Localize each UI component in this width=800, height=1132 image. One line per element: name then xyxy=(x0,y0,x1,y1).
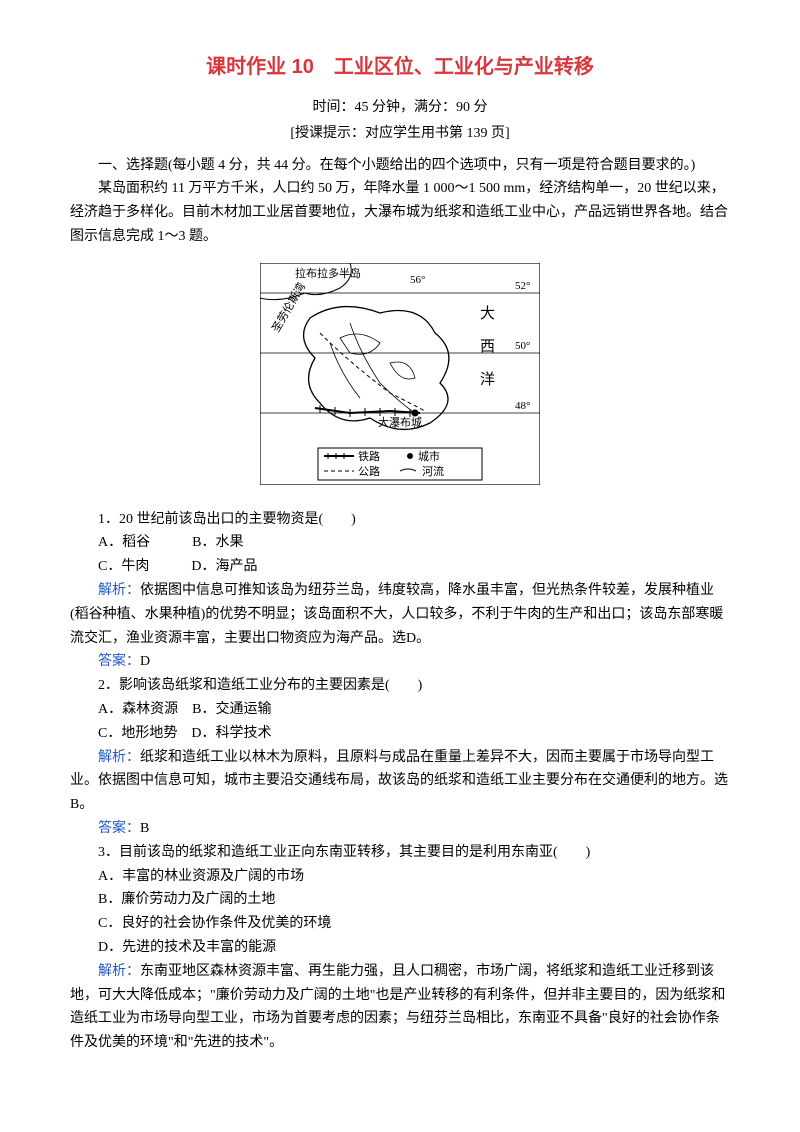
answer-label: 答案： xyxy=(98,654,140,669)
q2-answer-text: B xyxy=(140,821,149,836)
legend-rail: 铁路 xyxy=(358,450,380,463)
label-ocean3: 洋 xyxy=(480,371,495,388)
page-title: 课时作业 10 工业区位、工业化与产业转移 xyxy=(70,50,730,84)
q1-opts1: A．稻谷 B．水果 xyxy=(70,531,730,555)
label-lat56: 56° xyxy=(410,274,425,286)
q3-optD: D．先进的技术及丰富的能源 xyxy=(70,936,730,960)
map-figure: 拉布拉多半岛 56° 52° 50° 48° 圣劳伦斯湾 大 西 洋 大瀑布城 … xyxy=(70,263,730,494)
q1-answer: 答案：D xyxy=(70,650,730,674)
analysis-label: 解析： xyxy=(98,583,140,598)
analysis-label: 解析： xyxy=(98,750,140,765)
teaching-note: [授课提示：对应学生用书第 139 页] xyxy=(70,122,730,146)
legend-road: 公路 xyxy=(358,465,380,478)
q1-answer-text: D xyxy=(140,654,150,669)
analysis-label: 解析： xyxy=(98,964,140,979)
section-heading: 一、选择题(每小题 4 分，共 44 分。在每个小题给出的四个选项中，只有一项是… xyxy=(70,154,730,178)
q2-text: 2．影响该岛纸浆和造纸工业分布的主要因素是( ) xyxy=(70,674,730,698)
answer-label: 答案： xyxy=(98,821,140,836)
q3-analysis: 解析：东南亚地区森林资源丰富、再生能力强，且人口稠密，市场广阔，将纸浆和造纸工业… xyxy=(70,960,730,1055)
legend-city: 城市 xyxy=(418,449,440,463)
q1-analysis-text: 依据图中信息可推知该岛为纽芬兰岛，纬度较高，降水虽丰富，但光热条件较差，发展种植… xyxy=(70,583,723,646)
label-ocean1: 大 xyxy=(480,305,495,322)
q2-analysis: 解析：纸浆和造纸工业以林木为原料，且原料与成品在重量上差异不大，因而主要属于市场… xyxy=(70,746,730,817)
label-lat52: 52° xyxy=(515,280,530,292)
q3-optC: C．良好的社会协作条件及优美的环境 xyxy=(70,912,730,936)
q3-optA: A．丰富的林业资源及广阔的市场 xyxy=(70,865,730,889)
q2-opts2: C．地形地势 D．科学技术 xyxy=(70,722,730,746)
time-score: 时间：45 分钟，满分：90 分 xyxy=(70,96,730,120)
q1-opts2: C．牛肉 D．海产品 xyxy=(70,555,730,579)
label-city: 大瀑布城 xyxy=(378,415,422,429)
q1-text: 1．20 世纪前该岛出口的主要物资是( ) xyxy=(70,508,730,532)
q3-analysis-text: 东南亚地区森林资源丰富、再生能力强，且人口稠密，市场广阔，将纸浆和造纸工业迁移到… xyxy=(70,964,725,1050)
legend-river: 河流 xyxy=(422,464,444,478)
intro-paragraph: 某岛面积约 11 万平方千米，人口约 50 万，年降水量 1 000～1 500… xyxy=(70,177,730,248)
q2-answer: 答案：B xyxy=(70,817,730,841)
label-ocean2: 西 xyxy=(480,339,495,355)
label-lat50: 50° xyxy=(515,340,530,352)
label-lat48: 48° xyxy=(515,400,530,412)
q1-analysis: 解析：依据图中信息可推知该岛为纽芬兰岛，纬度较高，降水虽丰富，但光热条件较差，发… xyxy=(70,579,730,650)
q2-opts1: A．森林资源 B．交通运输 xyxy=(70,698,730,722)
label-peninsula: 拉布拉多半岛 xyxy=(295,266,361,280)
q3-optB: B．廉价劳动力及广阔的土地 xyxy=(70,888,730,912)
q3-text: 3．目前该岛的纸浆和造纸工业正向东南亚转移，其主要目的是利用东南亚( ) xyxy=(70,841,730,865)
q2-analysis-text: 纸浆和造纸工业以林木为原料，且原料与成品在重量上差异不大，因而主要属于市场导向型… xyxy=(70,750,728,813)
